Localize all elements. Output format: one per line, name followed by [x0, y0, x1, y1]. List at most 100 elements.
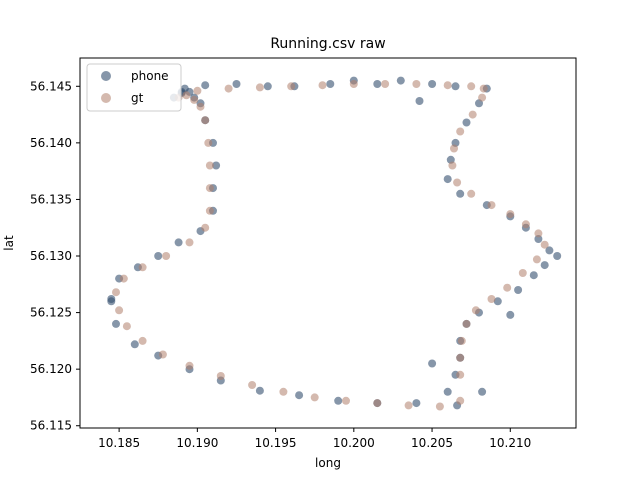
- data-point-gt: [453, 178, 462, 187]
- data-point-phone: [529, 271, 538, 280]
- y-tick-label: 56.125: [30, 306, 72, 320]
- data-point-phone: [553, 252, 562, 260]
- x-tick-label: 10.200: [333, 436, 375, 450]
- x-tick-label: 10.205: [411, 436, 453, 450]
- y-tick-label: 56.145: [30, 79, 72, 93]
- data-point-phone: [514, 286, 523, 294]
- data-point-gt: [205, 161, 214, 170]
- data-point-gt: [503, 283, 512, 292]
- data-point-gt: [457, 336, 466, 345]
- data-point-gt: [456, 353, 465, 362]
- data-point-phone: [396, 76, 405, 85]
- data-point-gt: [224, 84, 233, 93]
- x-tick-label: 10.195: [255, 436, 297, 450]
- data-point-gt: [205, 206, 214, 215]
- data-point-gt: [182, 91, 191, 100]
- data-point-gt: [279, 387, 288, 396]
- data-point-phone: [428, 359, 437, 368]
- data-point-gt: [138, 336, 147, 345]
- x-axis: 10.185 10.190 10.195 10.200 10.205 10.210: [98, 428, 531, 450]
- data-point-gt: [540, 240, 549, 249]
- data-point-phone: [415, 97, 424, 105]
- legend-marker-phone: [101, 71, 111, 81]
- data-point-gt: [462, 319, 471, 328]
- data-point-gt: [506, 210, 515, 219]
- chart-title: Running.csv raw: [270, 36, 385, 52]
- data-point-phone: [201, 81, 210, 90]
- data-point-gt: [373, 399, 382, 408]
- data-point-gt: [119, 274, 128, 283]
- legend: phone gt: [86, 63, 182, 112]
- x-axis-label: long: [315, 456, 341, 470]
- data-point-phone: [443, 175, 452, 184]
- data-point-phone: [506, 310, 515, 319]
- data-point-gt: [456, 127, 465, 136]
- data-point-gt: [162, 252, 171, 260]
- data-point-gt: [521, 220, 530, 229]
- data-point-phone: [462, 118, 471, 127]
- data-point-gt: [471, 306, 480, 315]
- data-point-gt: [448, 161, 457, 170]
- data-point-gt: [487, 295, 496, 303]
- data-point-phone: [451, 82, 460, 91]
- data-point-gt: [112, 288, 120, 297]
- points-layer: [107, 76, 562, 411]
- data-point-gt: [534, 229, 543, 238]
- y-tick-label: 56.135: [30, 192, 72, 206]
- data-point-gt: [478, 93, 487, 102]
- data-point-phone: [295, 391, 304, 400]
- data-point-gt: [196, 102, 205, 111]
- data-point-gt: [122, 322, 131, 331]
- data-point-phone: [478, 387, 487, 396]
- data-point-gt: [248, 381, 257, 389]
- data-point-phone: [545, 246, 554, 255]
- legend-label-gt: gt: [131, 91, 144, 105]
- data-point-gt: [287, 82, 296, 91]
- data-point-gt: [412, 80, 421, 88]
- data-point-gt: [435, 402, 444, 411]
- y-tick-label: 56.140: [30, 136, 72, 150]
- data-point-phone: [534, 235, 543, 243]
- data-point-gt: [456, 396, 465, 405]
- data-point-phone: [212, 161, 221, 170]
- data-point-phone: [263, 82, 272, 91]
- data-point-gt: [532, 255, 541, 264]
- y-axis-label: lat: [2, 235, 16, 251]
- x-tick-label: 10.190: [176, 436, 218, 450]
- x-tick-label: 10.210: [489, 436, 531, 450]
- data-point-phone: [326, 80, 335, 88]
- data-point-gt: [342, 396, 350, 405]
- data-point-gt: [190, 95, 199, 104]
- data-point-phone: [428, 80, 437, 88]
- data-point-gt: [193, 86, 202, 95]
- data-point-gt: [404, 401, 413, 410]
- x-tick-label: 10.185: [98, 436, 140, 450]
- data-point-phone: [174, 238, 183, 247]
- legend-label-phone: phone: [131, 69, 169, 83]
- y-tick-label: 56.130: [30, 249, 72, 263]
- data-point-gt: [450, 144, 458, 153]
- data-point-gt: [479, 84, 488, 93]
- data-point-phone: [540, 261, 549, 270]
- data-point-gt: [204, 138, 213, 147]
- y-axis: 56.115 56.120 56.125 56.130 56.135 56.140 56.1…: [30, 79, 80, 433]
- legend-marker-gt: [101, 93, 111, 103]
- data-point-gt: [468, 110, 477, 119]
- data-point-gt: [467, 82, 476, 91]
- data-point-gt: [115, 306, 124, 315]
- data-point-gt: [216, 372, 225, 380]
- data-point-phone: [232, 80, 241, 88]
- y-tick-label: 56.115: [30, 419, 72, 433]
- data-point-phone: [334, 396, 343, 405]
- y-tick-label: 56.120: [30, 362, 72, 376]
- data-point-gt: [138, 263, 147, 272]
- data-point-gt: [158, 350, 167, 359]
- data-point-phone: [130, 340, 139, 349]
- data-point-gt: [201, 223, 210, 232]
- data-point-gt: [456, 370, 465, 379]
- data-point-gt: [201, 116, 210, 125]
- data-point-gt: [255, 83, 264, 92]
- data-point-gt: [310, 393, 319, 402]
